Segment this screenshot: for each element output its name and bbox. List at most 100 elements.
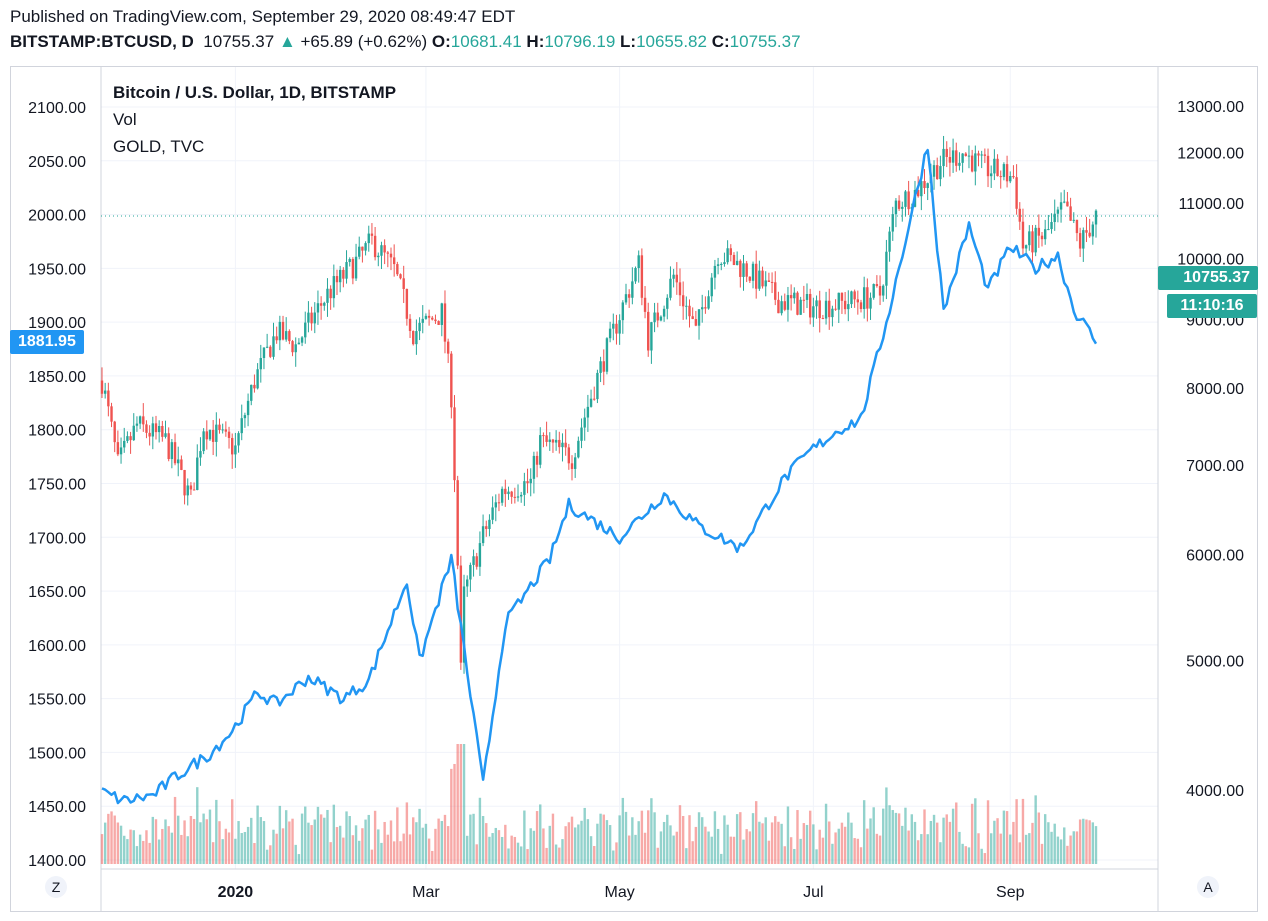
candle-body bbox=[948, 157, 952, 163]
volume-bar bbox=[526, 849, 529, 864]
candle-body bbox=[951, 150, 955, 163]
volume-bar bbox=[637, 821, 640, 864]
auto-scale-button[interactable]: A bbox=[1197, 876, 1219, 898]
candle-body bbox=[621, 302, 625, 321]
candle-body bbox=[761, 270, 764, 287]
volume-bar bbox=[875, 833, 879, 864]
volume-bar bbox=[1091, 822, 1095, 864]
candle-body bbox=[466, 579, 469, 587]
volume-bar bbox=[840, 822, 844, 864]
candle-body bbox=[936, 165, 939, 180]
candle-body bbox=[526, 481, 529, 484]
volume-bar bbox=[408, 834, 412, 864]
candle-body bbox=[297, 342, 301, 345]
volume-bar bbox=[656, 847, 659, 864]
volume-bar bbox=[402, 833, 405, 864]
candle-body bbox=[866, 287, 869, 309]
candle-body bbox=[116, 442, 120, 455]
candle-body bbox=[570, 463, 574, 469]
volume-bar bbox=[1002, 810, 1006, 864]
volume-bar bbox=[1021, 798, 1025, 864]
candle-body bbox=[678, 282, 682, 296]
candle-body bbox=[265, 346, 269, 348]
volume-bar bbox=[815, 849, 818, 864]
volume-bar bbox=[996, 818, 999, 864]
legend-volume[interactable]: Vol bbox=[113, 110, 137, 129]
candle-body bbox=[135, 423, 139, 426]
volume-bar bbox=[126, 839, 129, 864]
volume-bar bbox=[323, 817, 326, 864]
volume-bar bbox=[351, 835, 355, 864]
volume-bar bbox=[1024, 834, 1028, 864]
candle-body bbox=[142, 416, 145, 425]
candle-body bbox=[729, 248, 732, 255]
zoom-button[interactable]: Z bbox=[45, 876, 67, 898]
candle-body bbox=[564, 442, 567, 448]
candle-body bbox=[580, 427, 583, 441]
volume-bar bbox=[164, 819, 167, 864]
candle-body bbox=[920, 181, 923, 197]
candle-body bbox=[888, 231, 891, 252]
volume-bar bbox=[218, 821, 221, 864]
volume-bar bbox=[1018, 842, 1021, 864]
candle-body bbox=[208, 429, 212, 440]
volume-bar bbox=[720, 853, 723, 864]
volume-bar bbox=[751, 813, 755, 864]
legend-main-series[interactable]: Bitcoin / U.S. Dollar, 1D, BITSTAMP bbox=[113, 83, 397, 102]
candle-body bbox=[599, 361, 602, 373]
volume-bar bbox=[380, 842, 383, 864]
volume-bar bbox=[443, 814, 447, 864]
candle-body bbox=[259, 358, 262, 370]
candle-body bbox=[802, 299, 806, 301]
candle-body bbox=[789, 295, 793, 299]
left-tick-label: 1450.00 bbox=[28, 799, 86, 816]
candle-body bbox=[450, 353, 453, 408]
candle-body bbox=[183, 469, 186, 496]
volume-bar bbox=[888, 805, 891, 864]
volume-bar bbox=[850, 822, 853, 864]
volume-bar bbox=[926, 834, 929, 864]
candle-body bbox=[377, 255, 380, 258]
volume-bar bbox=[843, 826, 847, 864]
volume-bar bbox=[659, 831, 663, 864]
legend-overlay[interactable]: GOLD, TVC bbox=[113, 137, 205, 156]
volume-bar bbox=[1053, 823, 1056, 864]
volume-bar bbox=[580, 820, 583, 864]
volume-bar bbox=[1034, 795, 1037, 864]
candle-body bbox=[589, 398, 593, 407]
candle-body bbox=[323, 302, 326, 306]
volume-bar bbox=[275, 833, 278, 864]
candle-body bbox=[361, 246, 364, 251]
left-tick-label: 1700.00 bbox=[28, 530, 86, 547]
candle-body bbox=[932, 165, 936, 177]
candle-body bbox=[269, 346, 272, 357]
volume-bar bbox=[383, 821, 386, 864]
volume-bar bbox=[396, 807, 399, 864]
volume-bar bbox=[859, 847, 863, 864]
left-tick-label: 1400.00 bbox=[28, 853, 86, 870]
candle-body bbox=[656, 312, 659, 321]
candle-body bbox=[681, 295, 685, 307]
candle-body bbox=[218, 424, 221, 431]
volume-bar bbox=[234, 838, 237, 864]
candle-body bbox=[535, 455, 539, 465]
volume-bar bbox=[1059, 839, 1063, 864]
volume-bar bbox=[148, 842, 151, 864]
volume-bar bbox=[259, 817, 262, 864]
gold-series-line bbox=[101, 148, 1098, 805]
left-tick-label: 1750.00 bbox=[28, 477, 86, 494]
chart-frame[interactable] bbox=[10, 66, 1258, 912]
candle-body bbox=[126, 436, 129, 441]
volume-bar bbox=[434, 828, 437, 864]
volume-bar bbox=[358, 840, 361, 864]
volume-bar bbox=[535, 811, 539, 864]
x-tick-label: Jul bbox=[803, 884, 823, 901]
volume-bar bbox=[392, 841, 396, 864]
last-price: 10755.37 bbox=[203, 32, 275, 51]
candle-body bbox=[751, 263, 755, 281]
volume-bar bbox=[1012, 821, 1015, 864]
candle-body bbox=[332, 276, 336, 299]
candle-body bbox=[246, 400, 250, 416]
volume-bar bbox=[1085, 819, 1088, 864]
